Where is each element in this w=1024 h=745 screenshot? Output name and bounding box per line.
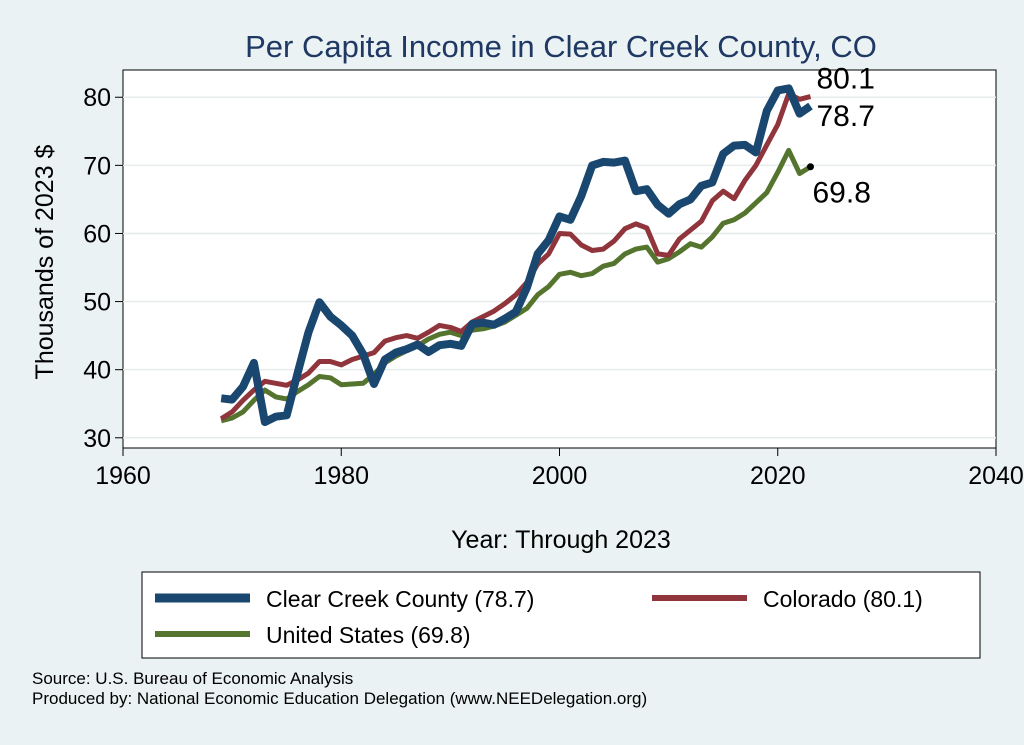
legend-box: [141, 571, 981, 659]
chart-title: Per Capita Income in Clear Creek County,…: [245, 29, 877, 64]
producer-line: Produced by: National Economic Education…: [32, 689, 648, 708]
y-axis-title: Thousands of 2023 $: [31, 144, 59, 379]
axes: 30 40 50 60 70 80 1960 1980 2000 2020 2040: [83, 84, 1024, 490]
series-line-clear-creek: [220, 84, 813, 427]
x-axis-title: Year: Through 2023: [451, 526, 671, 554]
y-tick-label-30: 30: [83, 425, 111, 453]
source-line: Source: U.S. Bureau of Economic Analysis: [32, 669, 354, 688]
x-tick-label-1980: 1980: [313, 462, 369, 490]
end-labels: 78.7 80.1 69.8: [812, 63, 874, 210]
y-tick-label-60: 60: [83, 220, 111, 248]
legend-label-colorado: Colorado (80.1): [763, 586, 923, 612]
y-tick-label-40: 40: [83, 357, 111, 385]
series-lines: [219, 84, 814, 427]
end-marker-united-states: [806, 163, 814, 171]
grid-lines: [123, 96, 996, 439]
series-line-colorado: [219, 91, 812, 421]
end-label-clear-creek: 78.7: [816, 100, 874, 133]
x-tick-label-2040: 2040: [968, 462, 1024, 490]
end-label-united-states: 69.8: [812, 177, 870, 210]
x-tick-label-2000: 2000: [532, 462, 588, 490]
y-tick-label-50: 50: [83, 289, 111, 317]
y-tick-label-70: 70: [83, 152, 111, 180]
y-tick-label-80: 80: [83, 84, 111, 112]
plot-area: [122, 69, 997, 449]
x-tick-label-2020: 2020: [750, 462, 806, 490]
end-label-colorado: 80.1: [816, 63, 874, 96]
x-tick-label-1960: 1960: [95, 462, 151, 490]
legend-label-united-states: United States (69.8): [266, 622, 471, 648]
legend-label-clear-creek: Clear Creek County (78.7): [266, 586, 534, 612]
